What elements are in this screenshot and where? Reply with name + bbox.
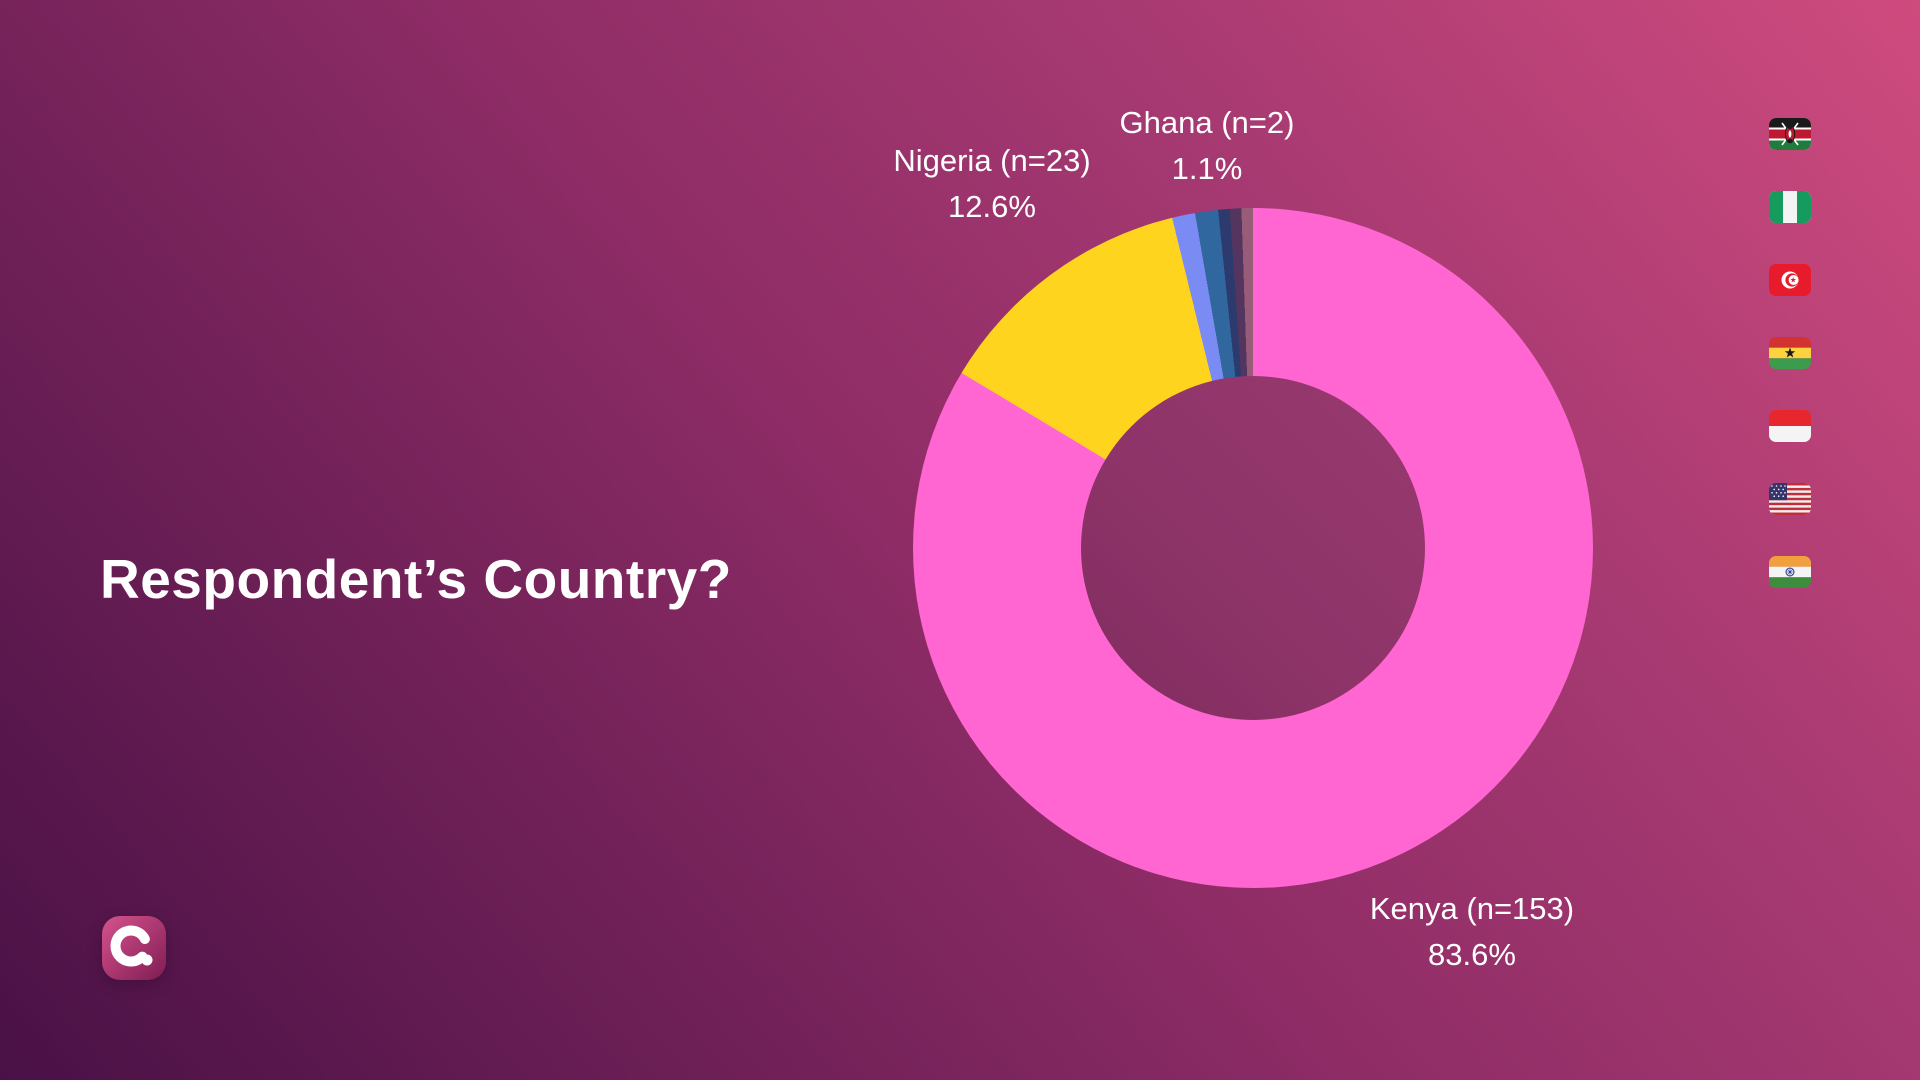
slice-label-nigeria-percent: 12.6% [948, 189, 1036, 224]
slice-label-ghana-percent: 1.1% [1171, 151, 1243, 186]
flag-legend [1769, 118, 1813, 588]
flag-usa-icon [1769, 483, 1811, 515]
brand-logo [102, 916, 166, 980]
flag-indonesia-icon [1769, 410, 1811, 442]
flag-ghana-icon [1769, 337, 1811, 369]
slice-label-ghana: Ghana (n=2) 1.1% [1120, 100, 1295, 192]
flag-nigeria-icon [1769, 191, 1811, 223]
flag-india-icon [1769, 556, 1811, 588]
slice-label-kenya-name: Kenya (n=153) [1369, 891, 1575, 926]
slice-label-ghana-name: Ghana (n=2) [1119, 105, 1295, 140]
flag-kenya-icon [1769, 118, 1811, 150]
slice-label-kenya: Kenya (n=153) 83.6% [1370, 886, 1574, 978]
page-title: Respondent’s Country? [100, 547, 732, 610]
brand-logo-c-icon [110, 925, 153, 967]
slice-label-nigeria-name: Nigeria (n=23) [893, 143, 1091, 178]
slice-label-kenya-percent: 83.6% [1428, 937, 1516, 972]
donut-chart [913, 208, 1593, 888]
slice-label-nigeria: Nigeria (n=23) 12.6% [893, 138, 1090, 230]
flag-tunisia-icon [1769, 264, 1811, 296]
donut-hole [1081, 376, 1425, 720]
